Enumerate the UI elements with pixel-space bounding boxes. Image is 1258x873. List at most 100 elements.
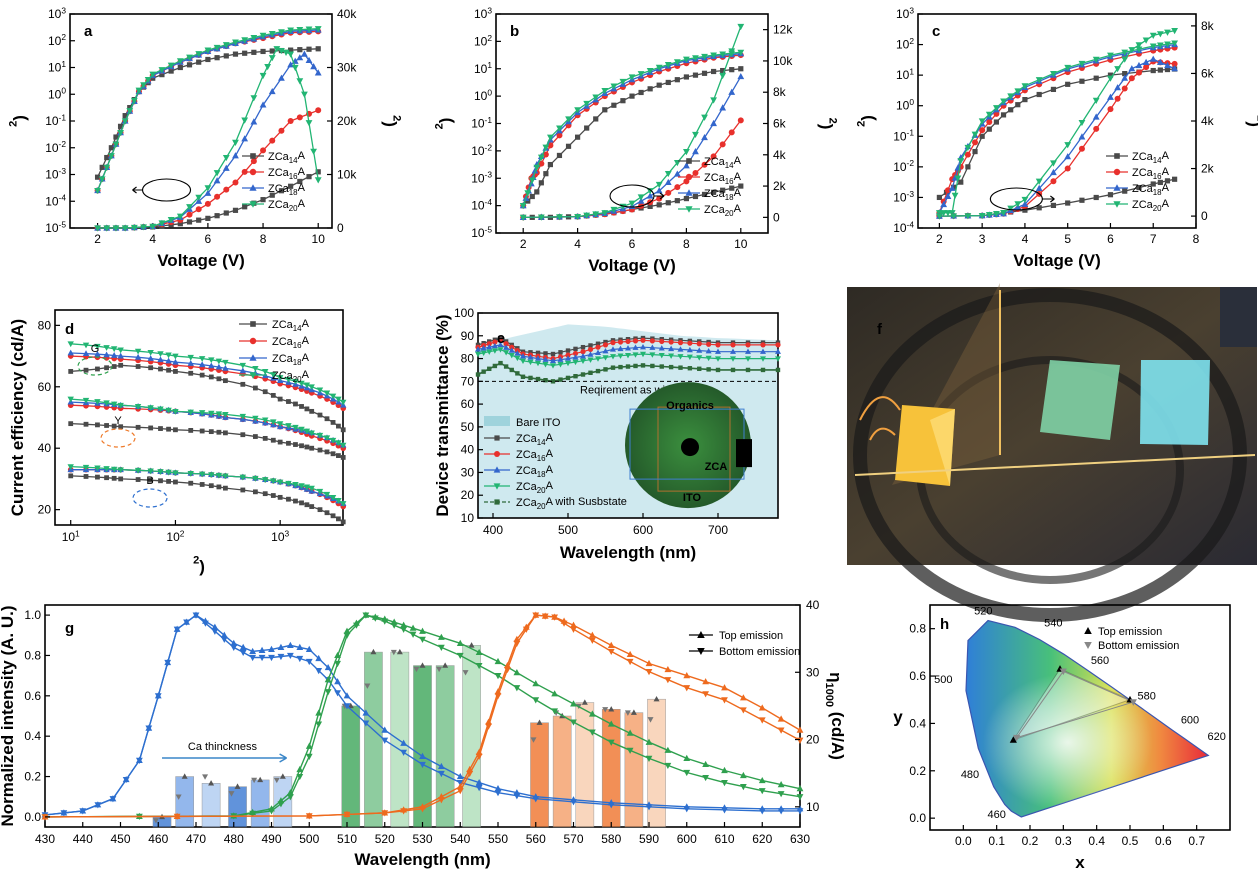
x-tick-label: 8 (683, 237, 690, 251)
data-point (653, 695, 660, 702)
data-point (1107, 75, 1114, 82)
series-line (523, 26, 742, 219)
data-point (659, 338, 665, 345)
data-point (1079, 197, 1085, 203)
panel-d: 101 102 103 20 40 60 80 d G Y B ZCa14A ZCa16A ZCa18A Z… (8, 309, 347, 576)
data-point (208, 410, 215, 417)
legend-label: ZCa20A (704, 203, 742, 218)
data-point (94, 350, 101, 357)
wavelength-label: 560 (1091, 655, 1109, 667)
x-tick-label: 6 (205, 232, 212, 246)
data-point (324, 689, 332, 696)
data-point (1164, 61, 1171, 69)
data-point (777, 791, 785, 798)
data-point (775, 348, 781, 354)
data-point (673, 59, 681, 66)
data-point (282, 49, 290, 56)
eta-bar (201, 783, 221, 828)
data-point (705, 355, 712, 362)
data-point (1157, 67, 1163, 73)
tick-label: 10-2 (893, 158, 914, 174)
data-point (220, 631, 228, 638)
data-point (364, 683, 371, 689)
data-point (306, 46, 312, 52)
legend-label: Bare ITO (516, 417, 561, 429)
x-tick-label: 2 (520, 237, 527, 251)
y2-tick-label: 2k (1201, 162, 1215, 176)
data-point (234, 783, 241, 789)
data-point (188, 370, 194, 376)
data-point (230, 644, 238, 651)
data-point (213, 170, 221, 177)
data-point (166, 478, 171, 484)
data-point (335, 498, 342, 504)
x-tick-label: 5 (1064, 232, 1071, 246)
data-point (94, 465, 101, 472)
data-point (126, 108, 134, 115)
data-point (1114, 84, 1121, 91)
data-point (494, 657, 502, 665)
data-point (758, 788, 766, 795)
data-point (1078, 145, 1085, 152)
data-point (270, 372, 277, 378)
data-point (305, 742, 313, 749)
data-point (719, 51, 727, 58)
data-point (715, 342, 721, 348)
data-point (551, 690, 559, 697)
data-point (268, 55, 276, 62)
y-tick-label: 20 (461, 488, 475, 502)
data-point (1059, 668, 1067, 676)
data-point (692, 72, 699, 78)
data-point (462, 670, 469, 676)
y-tick-label: 80 (461, 352, 475, 366)
data-point (944, 187, 951, 194)
data-point (249, 184, 257, 191)
tick-label: 100 (474, 88, 492, 104)
data-point (626, 650, 634, 658)
data-point (658, 345, 665, 351)
data-point (466, 770, 474, 778)
data-point (710, 153, 717, 160)
data-point (640, 351, 646, 358)
data-point (701, 114, 708, 121)
data-point (130, 97, 138, 105)
data-point (165, 352, 172, 359)
data-point (683, 162, 690, 169)
data-point (95, 474, 100, 480)
data-point (580, 353, 586, 359)
tick-label: 10-3 (893, 189, 914, 205)
data-point (340, 399, 347, 406)
data-point (475, 785, 483, 792)
data-point (222, 154, 230, 162)
data-point (475, 351, 481, 358)
arrow-icon (132, 186, 143, 194)
data-point (68, 369, 74, 374)
data-point (304, 502, 310, 508)
data-point (270, 419, 277, 426)
y2-tick-label: 12k (773, 23, 793, 37)
data-point (183, 619, 190, 626)
data-point (214, 213, 220, 219)
data-point (592, 211, 600, 218)
data-point (494, 673, 502, 680)
y2-tick-label: 2k (773, 179, 787, 193)
data-point (1156, 58, 1164, 65)
group-label: Y (114, 415, 122, 427)
x-tick-label: 450 (110, 832, 130, 846)
legend-label: Top emission (719, 630, 783, 642)
data-point (610, 83, 618, 90)
data-point (298, 426, 305, 433)
data-point (796, 808, 804, 815)
y2-axis-title: η1000 (cd/A) (823, 672, 847, 760)
data-point (494, 499, 500, 505)
data-point (419, 662, 426, 668)
data-point (758, 704, 766, 711)
data-point (565, 355, 571, 361)
data-point (277, 494, 283, 500)
data-point (293, 401, 298, 407)
y2-tick-label: 6k (773, 117, 787, 131)
data-point (223, 378, 228, 384)
data-point (158, 366, 163, 372)
y-tick-label: 0.4 (24, 729, 41, 743)
data-point (104, 475, 109, 481)
